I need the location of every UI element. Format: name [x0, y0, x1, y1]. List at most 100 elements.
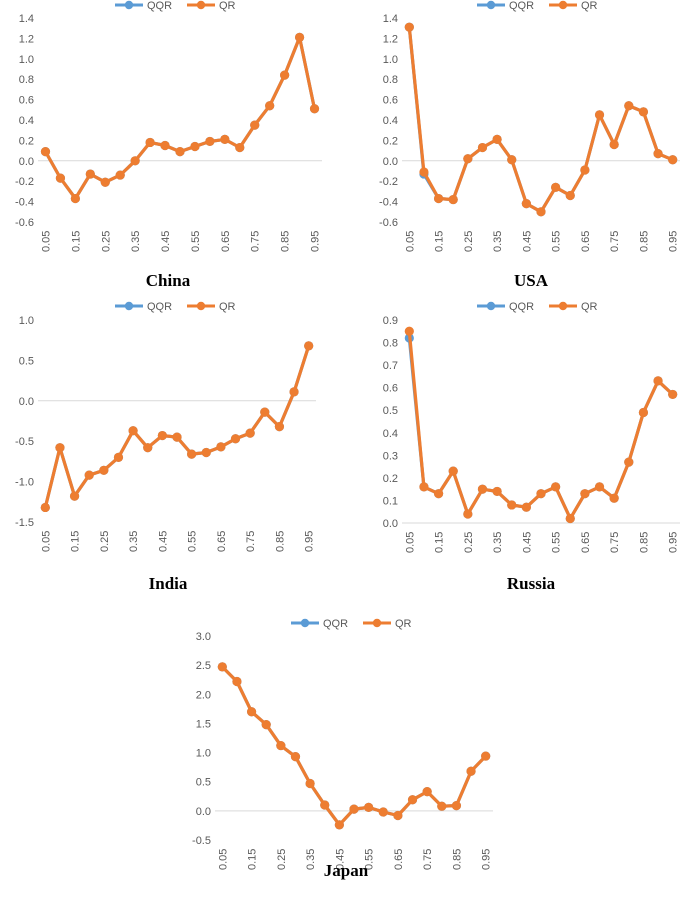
y-tick-label: 0.4 — [383, 428, 398, 440]
y-tick-label: 0.2 — [19, 135, 34, 147]
x-tick-label: 0.75 — [609, 231, 621, 252]
x-tick-label: 0.75 — [250, 231, 262, 252]
y-tick-label: 1.0 — [19, 54, 34, 66]
data-point — [624, 101, 634, 111]
x-tick-label: 0.25 — [99, 531, 111, 552]
x-tick-label: 0.55 — [190, 231, 202, 252]
legend-swatch-marker — [124, 301, 134, 311]
data-point — [404, 326, 414, 336]
data-point — [594, 110, 605, 120]
data-point — [130, 156, 140, 166]
y-tick-label: 0.8 — [383, 74, 398, 86]
data-point — [580, 489, 590, 499]
data-point — [466, 766, 476, 776]
data-point — [419, 482, 429, 492]
data-point — [653, 376, 663, 386]
data-point — [280, 70, 290, 80]
y-tick-label: -0.5 — [192, 835, 211, 847]
data-point — [364, 802, 374, 812]
chart-russia: 0.0 0.1 0.2 0.3 0.4 0.5 0.6 0.7 0.8 0.9 0.05 0.15 0.… — [383, 301, 680, 593]
x-tick-label: 0.35 — [492, 532, 504, 553]
data-point — [492, 486, 502, 497]
y-tick-label: -1.0 — [15, 477, 34, 489]
legend-swatch-marker — [486, 301, 496, 311]
x-tick-label: 0.85 — [638, 532, 650, 553]
x-tick-label: 0.25 — [463, 231, 475, 252]
x-tick-label: 0.35 — [128, 531, 140, 552]
chart-title: India — [149, 574, 188, 593]
legend-label-qqr: QQR — [509, 301, 534, 313]
x-tick-label: 0.85 — [638, 231, 650, 252]
data-point — [290, 752, 301, 762]
data-point — [565, 513, 575, 524]
data-point — [69, 491, 80, 501]
data-point — [653, 149, 663, 159]
data-point — [289, 387, 299, 397]
y-tick-label: 0.5 — [19, 355, 34, 367]
legend-swatch-marker — [558, 0, 568, 10]
x-tick-label: 0.25 — [463, 532, 475, 553]
x-tick-label: 0.05 — [40, 231, 52, 252]
y-tick-label: 0.1 — [383, 495, 398, 507]
data-point — [175, 147, 185, 157]
data-point — [668, 389, 678, 400]
series-qr — [404, 326, 678, 524]
data-point — [187, 449, 197, 459]
legend: QQR QR — [115, 301, 236, 313]
data-point — [216, 442, 226, 452]
y-tick-label: 0.2 — [383, 473, 398, 485]
data-point — [190, 141, 200, 152]
data-point — [594, 482, 605, 492]
data-point — [230, 434, 241, 444]
series-qr — [40, 32, 320, 204]
data-point — [320, 800, 330, 810]
x-tick-label: 0.65 — [220, 231, 232, 252]
chart-india: -1.5 -1.0 -0.5 0.0 0.5 1.0 0.05 0.15 0.25 0.35 0.4… — [15, 301, 316, 593]
y-tick-label: -0.4 — [15, 197, 34, 209]
series-line — [407, 25, 675, 214]
x-tick-label: 0.05 — [404, 231, 416, 252]
data-point — [492, 134, 502, 144]
y-tick-label: -1.5 — [15, 517, 34, 529]
y-tick-label: 0.2 — [383, 135, 398, 147]
data-point — [260, 407, 270, 417]
data-point — [536, 207, 546, 217]
chart-usa: -0.6 -0.4 -0.2 0.0 0.2 0.4 0.6 0.8 1.0 1.2 1.4 0.05… — [379, 0, 680, 290]
data-point — [220, 134, 230, 144]
x-tick-label: 0.95 — [304, 531, 316, 552]
data-point — [304, 341, 314, 351]
x-tick-label: 0.15 — [247, 849, 259, 870]
y-tick-label: 0.0 — [19, 156, 34, 168]
x-tick-label: 0.65 — [393, 849, 405, 870]
series-qqr — [40, 32, 320, 204]
data-point — [638, 107, 649, 117]
y-tick-label: 1.0 — [383, 54, 398, 66]
data-point — [536, 489, 546, 499]
series-qqr — [404, 22, 678, 217]
data-point — [419, 167, 429, 177]
y-tick-label: 1.2 — [383, 33, 398, 45]
x-tick-label: 0.45 — [334, 849, 346, 870]
data-point — [235, 142, 245, 153]
data-point — [477, 484, 488, 494]
y-tick-label: 0.0 — [19, 396, 34, 408]
x-tick-label: 0.35 — [130, 231, 142, 252]
x-tick-label: 0.55 — [187, 531, 199, 552]
data-point — [481, 751, 491, 761]
x-tick-label: 0.15 — [70, 531, 82, 552]
legend-label-qqr: QQR — [323, 618, 348, 630]
data-point — [245, 428, 255, 438]
y-tick-label: 0.9 — [383, 315, 398, 327]
y-tick-label: 0.3 — [383, 450, 398, 462]
y-tick-label: 0.0 — [383, 156, 398, 168]
series-line — [407, 25, 675, 214]
data-point — [145, 137, 155, 148]
y-tick-label: -0.5 — [15, 436, 34, 448]
data-point — [201, 447, 211, 458]
x-tick-label: 0.65 — [580, 231, 592, 252]
x-tick-label: 0.55 — [551, 231, 563, 252]
y-tick-label: 1.2 — [19, 33, 34, 45]
x-tick-label: 0.45 — [160, 231, 172, 252]
data-point — [232, 676, 242, 687]
data-point — [334, 820, 344, 830]
